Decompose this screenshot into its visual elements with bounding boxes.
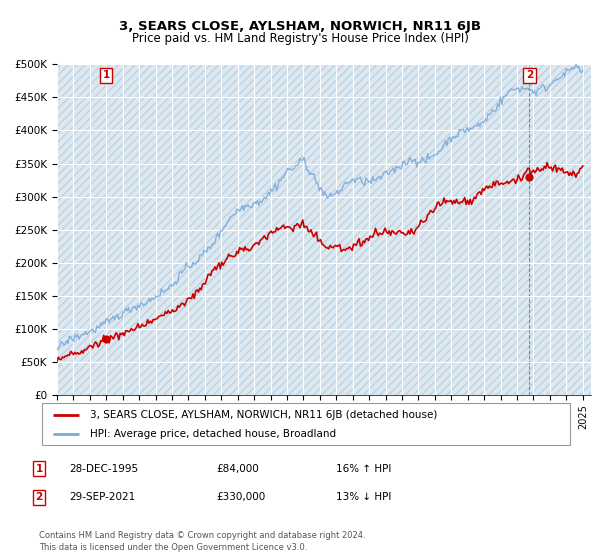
Point [101, 335, 111, 344]
FancyBboxPatch shape [42, 403, 570, 445]
Text: 2: 2 [35, 492, 43, 502]
Text: 2: 2 [526, 71, 533, 80]
Point [524, 172, 534, 181]
Text: 13% ↓ HPI: 13% ↓ HPI [336, 492, 391, 502]
Text: Contains HM Land Registry data © Crown copyright and database right 2024.
This d: Contains HM Land Registry data © Crown c… [39, 531, 365, 552]
Text: 3, SEARS CLOSE, AYLSHAM, NORWICH, NR11 6JB (detached house): 3, SEARS CLOSE, AYLSHAM, NORWICH, NR11 6… [89, 409, 437, 419]
Text: 3, SEARS CLOSE, AYLSHAM, NORWICH, NR11 6JB: 3, SEARS CLOSE, AYLSHAM, NORWICH, NR11 6… [119, 20, 481, 32]
Text: 1: 1 [103, 71, 110, 80]
Text: 16% ↑ HPI: 16% ↑ HPI [336, 464, 391, 474]
Text: HPI: Average price, detached house, Broadland: HPI: Average price, detached house, Broa… [89, 429, 335, 439]
Text: 1: 1 [35, 464, 43, 474]
Text: 28-DEC-1995: 28-DEC-1995 [69, 464, 138, 474]
Text: £84,000: £84,000 [216, 464, 259, 474]
Text: Price paid vs. HM Land Registry's House Price Index (HPI): Price paid vs. HM Land Registry's House … [131, 32, 469, 45]
Text: £330,000: £330,000 [216, 492, 265, 502]
Text: 29-SEP-2021: 29-SEP-2021 [69, 492, 135, 502]
